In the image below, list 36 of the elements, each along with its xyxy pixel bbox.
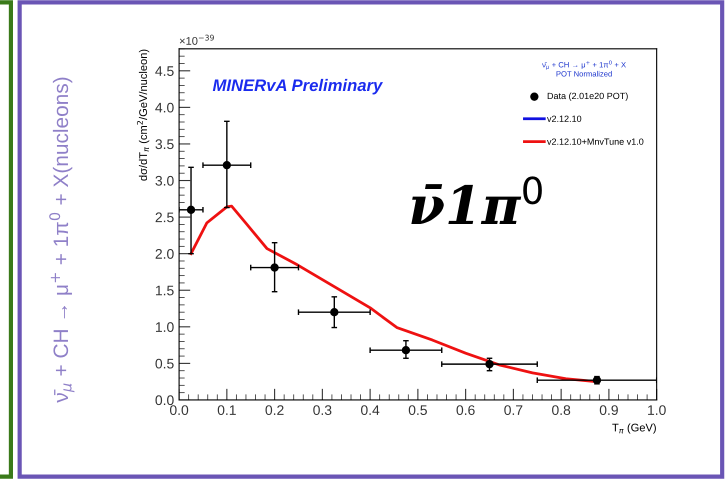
x-axis-title: T$_{π}$ (GeV) [612, 423, 656, 434]
y-tick-label: 2.5 [156, 212, 174, 222]
point [186, 206, 196, 214]
y-tick-label: 1.5 [156, 286, 174, 296]
x-tick-label: 0.2 [265, 405, 284, 416]
point [485, 360, 494, 368]
y-tick-label: 4.5 [155, 66, 174, 76]
x-tick-label: 1.0 [648, 405, 666, 416]
legend-label: Data (2.01e20 POT) [548, 92, 628, 101]
y-tick-label: 0.5 [155, 358, 174, 369]
legend-label: v2.12.10+MnvTune v1.0 [547, 138, 644, 145]
x-tick-label: 0.5 [408, 405, 427, 416]
point [222, 160, 232, 170]
point [270, 263, 279, 272]
text: ν̄$_{μ}$ + CH → μ$^{+}$ + 1π$^{0}$ + X(nucleons) [49, 78, 74, 403]
y-tick-label: 0.0 [155, 395, 174, 406]
y-tick-label: 1.0 [156, 322, 174, 332]
x-tick-label: 0.4 [361, 405, 380, 416]
point [402, 346, 410, 354]
x-tick-label: 0.9 [600, 405, 618, 416]
y-axis-title: dσ/dT$_{π}$ (cm$^{2}$/GeV/nucleon) [136, 50, 150, 181]
legend-label: v2.12.10 [547, 116, 582, 122]
x-tick-label: 0.8 [552, 405, 570, 416]
y-tick-label: 3.0 [155, 176, 174, 186]
x-tick-label: 0.3 [313, 405, 332, 416]
y-tick-label: 2.0 [156, 249, 174, 259]
y-tick-label: 3.5 [155, 139, 174, 150]
x-tick-label: 0.1 [218, 405, 236, 416]
text: ×10$^{−39}$ [180, 34, 214, 45]
x-tick-label: 0.7 [504, 405, 522, 416]
x-tick-label: 0.0 [170, 405, 188, 416]
point [330, 308, 338, 316]
x-tick-label: 0.6 [456, 405, 475, 416]
y-tick-label: 4.0 [155, 102, 174, 113]
annotation: MINERvA Preliminary [212, 78, 384, 94]
annotation: ν̄1π$^{0}$ [411, 176, 542, 224]
